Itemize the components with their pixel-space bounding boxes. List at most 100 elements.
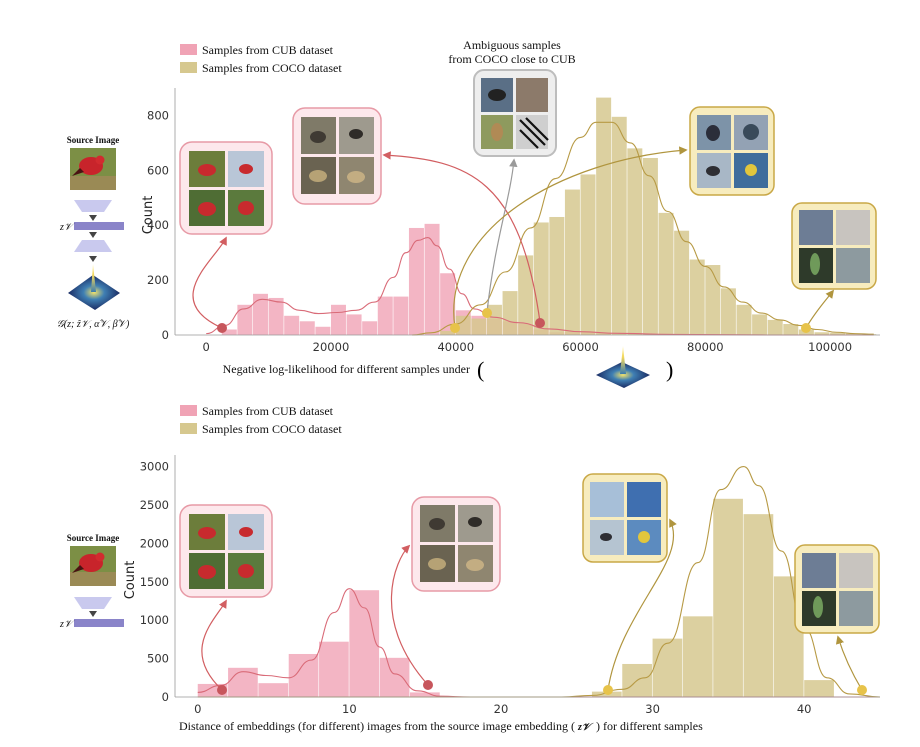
bar-cub bbox=[379, 657, 410, 697]
bar-coco bbox=[580, 174, 596, 335]
bar-coco bbox=[752, 314, 768, 335]
x-tick-label: 0 bbox=[203, 340, 210, 354]
decoder-block bbox=[74, 240, 112, 252]
bar-coco bbox=[705, 265, 721, 335]
x-tick-label: 10 bbox=[342, 702, 357, 716]
bar-cub bbox=[408, 227, 424, 335]
marker-coco bbox=[801, 323, 811, 333]
bar-cub bbox=[221, 329, 237, 335]
cub-samples-panel-mid bbox=[292, 107, 382, 205]
bar-coco bbox=[611, 116, 627, 335]
x-axis-label-symbol: z𝒱 bbox=[577, 722, 594, 733]
legend-coco: Samples from COCO dataset bbox=[202, 422, 342, 436]
annotation-arrows bbox=[201, 518, 867, 695]
bar-cub bbox=[237, 304, 253, 335]
bar-coco bbox=[455, 315, 471, 335]
x-tick-label: 40000 bbox=[437, 340, 474, 354]
legend-cub: Samples from CUB dataset bbox=[202, 404, 334, 418]
x-tick-label: 0 bbox=[194, 702, 201, 716]
bar-coco bbox=[549, 216, 565, 335]
gaussian-label: 𝒢(z; ẑ𝒱, α̂𝒱, β̂𝒱) bbox=[57, 319, 130, 330]
y-axis-label: Count bbox=[141, 196, 156, 235]
bar-coco bbox=[814, 332, 830, 335]
y-tick-label: 800 bbox=[147, 108, 169, 122]
y-tick-label: 200 bbox=[147, 273, 169, 287]
y-ticks: 0 500 1000 1500 2000 2500 3000 bbox=[140, 460, 169, 704]
cub-samples-panel-left bbox=[179, 141, 273, 235]
x-ticks: 0 10 20 30 40 bbox=[194, 702, 811, 716]
x-tick-label: 20 bbox=[494, 702, 509, 716]
bar-cub bbox=[377, 296, 393, 335]
arrow-icon bbox=[89, 611, 97, 617]
legend-cub: Samples from CUB dataset bbox=[202, 43, 334, 57]
source-pipeline-top: Source Image z𝒱 𝒢(z; ẑ𝒱, α̂𝒱, β̂𝒱) bbox=[57, 135, 130, 330]
x-axis-label-close: ) for different samples bbox=[596, 719, 703, 733]
bar-coco bbox=[564, 189, 580, 335]
bar-cub bbox=[288, 653, 319, 697]
y-tick-label: 600 bbox=[147, 163, 169, 177]
kde-line-coco bbox=[412, 121, 874, 336]
latent-label: z𝒱 bbox=[59, 619, 76, 630]
legend: Samples from CUB dataset Samples from CO… bbox=[180, 43, 342, 75]
ambiguous-samples-panel bbox=[473, 69, 557, 157]
bars bbox=[197, 498, 834, 697]
legend-swatch-coco bbox=[180, 423, 197, 434]
gaussian-icon bbox=[596, 346, 650, 388]
marker-coco bbox=[857, 685, 867, 695]
bar-coco bbox=[533, 222, 549, 335]
bar-coco bbox=[845, 333, 861, 335]
legend: Samples from CUB dataset Samples from CO… bbox=[180, 404, 342, 436]
marker-cub bbox=[535, 318, 545, 328]
bar-cub bbox=[424, 223, 440, 335]
x-tick-label: 20000 bbox=[313, 340, 350, 354]
annotation-arrows bbox=[192, 146, 835, 333]
bar-cub bbox=[349, 590, 380, 697]
bar-coco bbox=[804, 680, 834, 697]
bar-coco bbox=[596, 97, 612, 335]
gaussian-icon bbox=[68, 264, 120, 310]
annotation-ambiguous-2: from COCO close to CUB bbox=[448, 52, 575, 66]
bar-cub bbox=[284, 315, 300, 335]
coco-samples-panel-top bbox=[689, 106, 775, 196]
bar-cub bbox=[268, 297, 284, 335]
coco-samples-panel-right bbox=[791, 202, 877, 290]
source-image-label: Source Image bbox=[67, 135, 120, 145]
bar-coco bbox=[682, 616, 713, 697]
marker-cub bbox=[423, 680, 433, 690]
marker-cub bbox=[217, 685, 227, 695]
arrow-icon bbox=[89, 256, 97, 262]
bar-coco bbox=[783, 324, 799, 335]
y-axis-label: Count bbox=[123, 561, 138, 600]
bar-coco bbox=[830, 332, 846, 335]
marker-cub bbox=[217, 323, 227, 333]
bar-cub bbox=[362, 321, 378, 335]
cub-samples-panel-mid bbox=[411, 496, 501, 592]
y-tick-label: 2000 bbox=[140, 536, 169, 550]
marker-coco bbox=[603, 685, 613, 695]
y-tick-label: 1500 bbox=[140, 575, 169, 589]
bar-coco bbox=[652, 638, 683, 697]
bar-cub bbox=[315, 326, 331, 335]
bar-coco bbox=[627, 148, 643, 335]
bar-cub bbox=[393, 296, 409, 335]
y-ticks: 0 200 400 600 800 bbox=[147, 108, 169, 342]
bar-cub bbox=[252, 293, 268, 335]
kde-line-coco bbox=[197, 465, 881, 698]
x-axis-label-close: ) bbox=[666, 357, 673, 382]
encoder-block bbox=[74, 200, 112, 212]
kde-curves bbox=[206, 121, 874, 336]
bar-cub bbox=[410, 692, 440, 697]
bar-coco bbox=[518, 255, 534, 335]
bar-coco bbox=[502, 291, 518, 335]
x-tick-label: 60000 bbox=[562, 340, 599, 354]
bar-cub bbox=[319, 641, 349, 697]
bar-cub bbox=[299, 321, 315, 335]
y-tick-label: 3000 bbox=[140, 460, 169, 474]
legend-coco: Samples from COCO dataset bbox=[202, 61, 342, 75]
y-tick-label: 2500 bbox=[140, 498, 169, 512]
latent-bar bbox=[74, 222, 124, 230]
y-tick-label: 0 bbox=[162, 328, 169, 342]
chart-distance-histogram: Count 0 500 1000 1500 2000 2500 3000 0 10 20 30 40… bbox=[123, 404, 881, 733]
y-tick-label: 500 bbox=[147, 652, 169, 666]
